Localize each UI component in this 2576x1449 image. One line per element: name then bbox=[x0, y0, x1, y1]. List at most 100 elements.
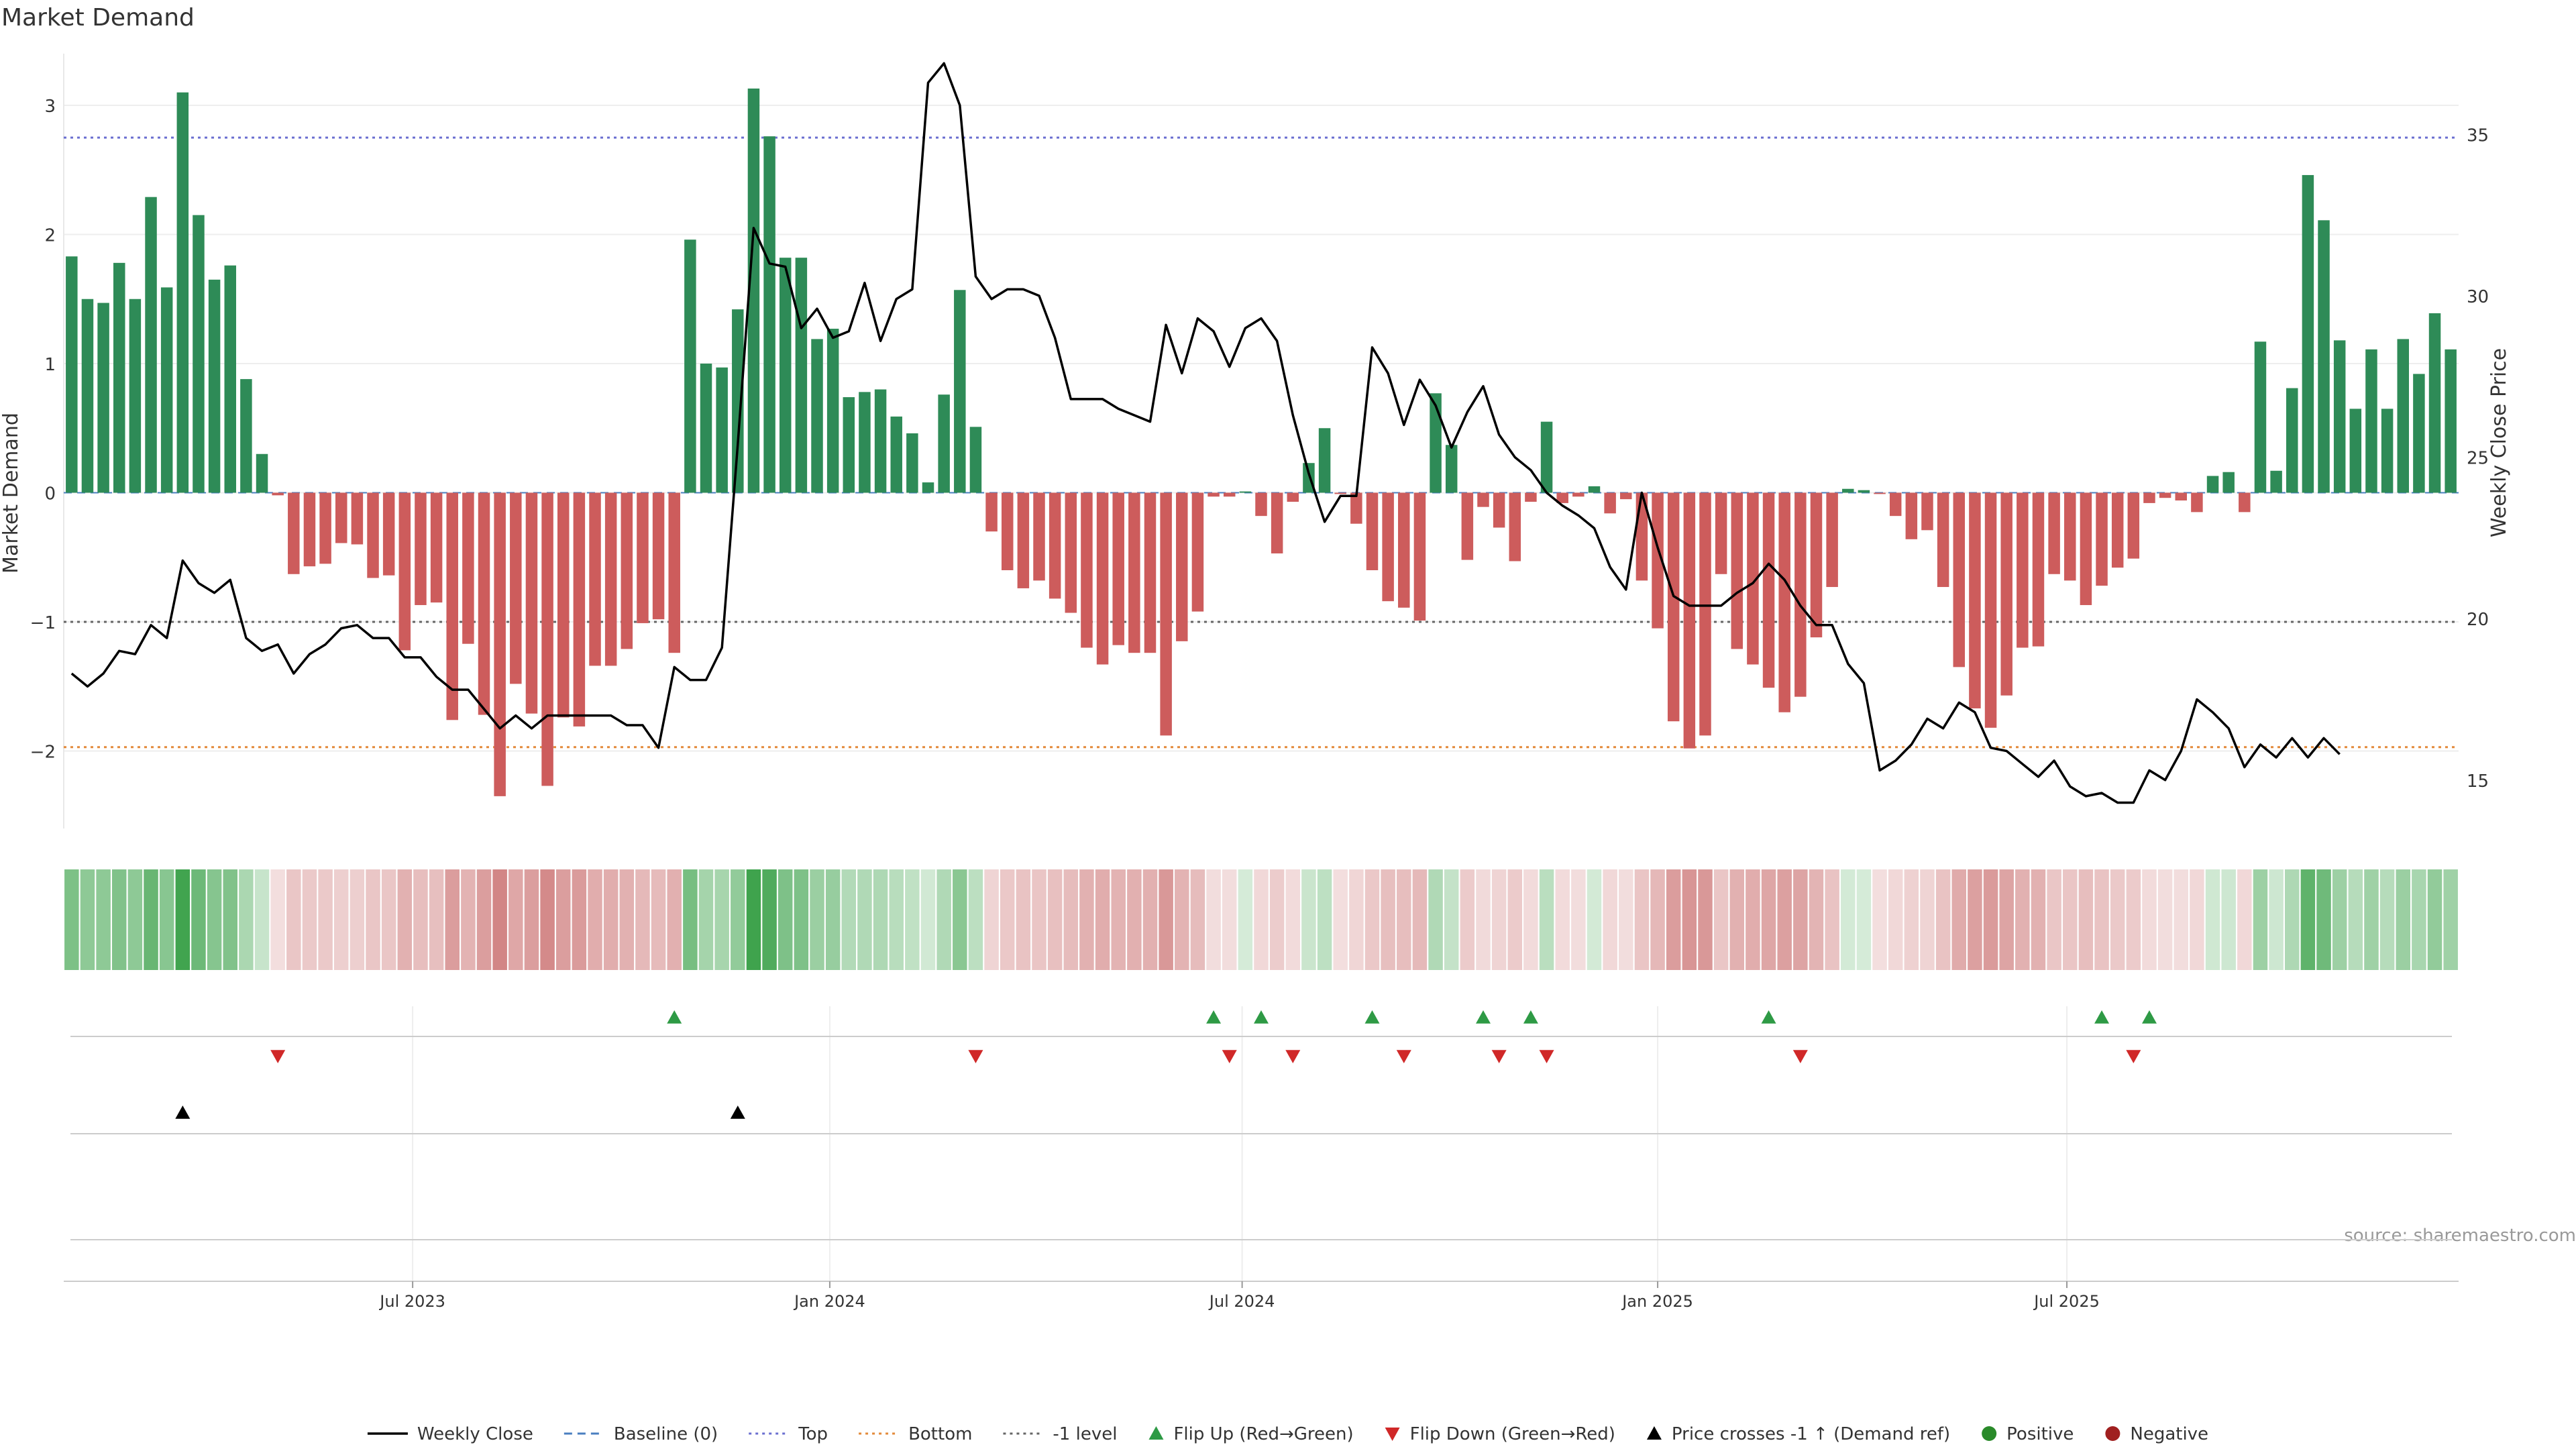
demand-bar-72 bbox=[1208, 492, 1220, 497]
demand-bar-45 bbox=[779, 258, 792, 493]
reference-lines bbox=[64, 136, 2459, 749]
demand-bar-22 bbox=[415, 492, 427, 605]
strip-cell-66 bbox=[1111, 869, 1126, 970]
demand-bar-92 bbox=[1525, 492, 1537, 502]
strip-cell-106 bbox=[1746, 869, 1760, 970]
demand-bar-69 bbox=[1160, 492, 1172, 736]
strip-cell-58 bbox=[984, 869, 999, 970]
demand-bar-136 bbox=[2222, 472, 2235, 493]
strip-cell-28 bbox=[508, 869, 523, 970]
strip-cell-9 bbox=[207, 869, 222, 970]
strip-cell-139 bbox=[2269, 869, 2284, 970]
demand-bar-35 bbox=[621, 492, 633, 649]
strip-cell-143 bbox=[2332, 869, 2347, 970]
flip-up-marker-5 bbox=[1523, 1010, 1538, 1024]
demand-bar-46 bbox=[795, 258, 808, 493]
demand-bar-15 bbox=[303, 492, 316, 567]
demand-bar-115 bbox=[1889, 492, 1902, 517]
demand-bar-145 bbox=[2365, 349, 2377, 493]
demand-bar-116 bbox=[1905, 492, 1918, 539]
strip-cell-113 bbox=[1856, 869, 1872, 970]
demand-bar-81 bbox=[1350, 492, 1362, 524]
strip-cell-26 bbox=[476, 869, 492, 970]
strip-cell-90 bbox=[1491, 869, 1507, 970]
demand-bar-147 bbox=[2397, 339, 2409, 493]
strip-cell-100 bbox=[1650, 869, 1665, 970]
demand-bar-75 bbox=[1255, 492, 1267, 517]
demand-bar-140 bbox=[2286, 388, 2298, 493]
strip-cell-99 bbox=[1634, 869, 1650, 970]
legend-label-3: Bottom bbox=[908, 1424, 972, 1444]
left-axis-label: Market Demand bbox=[0, 413, 23, 574]
demand-bar-2 bbox=[97, 303, 109, 493]
strip-cell-49 bbox=[841, 869, 857, 970]
legend-label-4: -1 level bbox=[1053, 1424, 1117, 1444]
strip-cell-121 bbox=[1983, 869, 1998, 970]
demand-bar-64 bbox=[1081, 492, 1093, 648]
demand-bar-12 bbox=[256, 453, 268, 493]
strip-cell-148 bbox=[2412, 869, 2426, 970]
strip-cell-85 bbox=[1412, 869, 1428, 970]
demand-bar-13 bbox=[272, 492, 284, 496]
demand-bar-82 bbox=[1366, 492, 1379, 570]
strip-cell-8 bbox=[191, 869, 206, 970]
strip-cell-97 bbox=[1603, 869, 1617, 970]
demand-heat-strip bbox=[64, 869, 2458, 970]
demand-bar-14 bbox=[288, 492, 300, 574]
strip-cell-21 bbox=[397, 869, 413, 970]
legend-label-9: Negative bbox=[2130, 1424, 2208, 1444]
strip-cell-75 bbox=[1254, 869, 1269, 970]
strip-cell-7 bbox=[175, 869, 191, 970]
strip-cell-44 bbox=[762, 869, 777, 970]
strip-cell-2 bbox=[96, 869, 111, 970]
demand-bar-50 bbox=[859, 392, 871, 493]
strip-cell-81 bbox=[1349, 869, 1364, 970]
left-tick-label-2: 1 bbox=[44, 355, 56, 375]
strip-cell-125 bbox=[2047, 869, 2061, 970]
strip-cell-29 bbox=[524, 869, 539, 970]
demand-bar-110 bbox=[1810, 492, 1823, 638]
strip-cell-109 bbox=[1793, 869, 1808, 970]
demand-bar-63 bbox=[1065, 492, 1077, 613]
demand-bar-102 bbox=[1683, 492, 1696, 749]
demand-bar-1 bbox=[81, 299, 94, 493]
demand-bar-100 bbox=[1652, 492, 1664, 629]
flip-down-marker-8 bbox=[2126, 1050, 2141, 1063]
flip-up-marker-7 bbox=[2094, 1010, 2110, 1024]
demand-bar-68 bbox=[1144, 492, 1157, 653]
demand-bar-29 bbox=[525, 492, 538, 714]
chart-title: Market Demand bbox=[1, 4, 195, 32]
strip-cell-51 bbox=[873, 869, 888, 970]
demand-bar-60 bbox=[1017, 492, 1030, 588]
flip-down-marker-6 bbox=[1539, 1050, 1554, 1063]
strip-cell-11 bbox=[239, 869, 254, 970]
left-tick-label-1: 2 bbox=[44, 226, 56, 246]
demand-bar-142 bbox=[2318, 220, 2330, 493]
strip-cell-103 bbox=[1698, 869, 1713, 970]
strip-cell-5 bbox=[144, 869, 158, 970]
demand-bar-19 bbox=[367, 492, 379, 578]
demand-bar-57 bbox=[969, 427, 982, 493]
strip-cell-114 bbox=[1872, 869, 1887, 970]
strip-cell-137 bbox=[2237, 869, 2252, 970]
price-cross-marker-0 bbox=[175, 1106, 191, 1119]
flip-down-marker-0 bbox=[270, 1050, 286, 1063]
strip-cell-77 bbox=[1285, 869, 1301, 970]
strip-cell-89 bbox=[1476, 869, 1491, 970]
strip-cell-25 bbox=[461, 869, 476, 970]
demand-bar-26 bbox=[478, 492, 490, 715]
demand-bar-76 bbox=[1271, 492, 1283, 553]
strip-cell-16 bbox=[318, 869, 333, 970]
strip-cell-91 bbox=[1507, 869, 1523, 970]
left-tick-label-4: −1 bbox=[30, 613, 56, 633]
demand-bar-117 bbox=[1921, 492, 1933, 531]
strip-cell-23 bbox=[429, 869, 444, 970]
demand-bar-21 bbox=[398, 492, 411, 651]
demand-bar-86 bbox=[1430, 393, 1442, 493]
demand-bar-150 bbox=[2445, 349, 2457, 493]
demand-bar-123 bbox=[2017, 492, 2029, 648]
strip-cell-119 bbox=[1951, 869, 1967, 970]
demand-bar-89 bbox=[1477, 492, 1489, 507]
strip-cell-47 bbox=[810, 869, 824, 970]
demand-bar-126 bbox=[2064, 492, 2076, 581]
